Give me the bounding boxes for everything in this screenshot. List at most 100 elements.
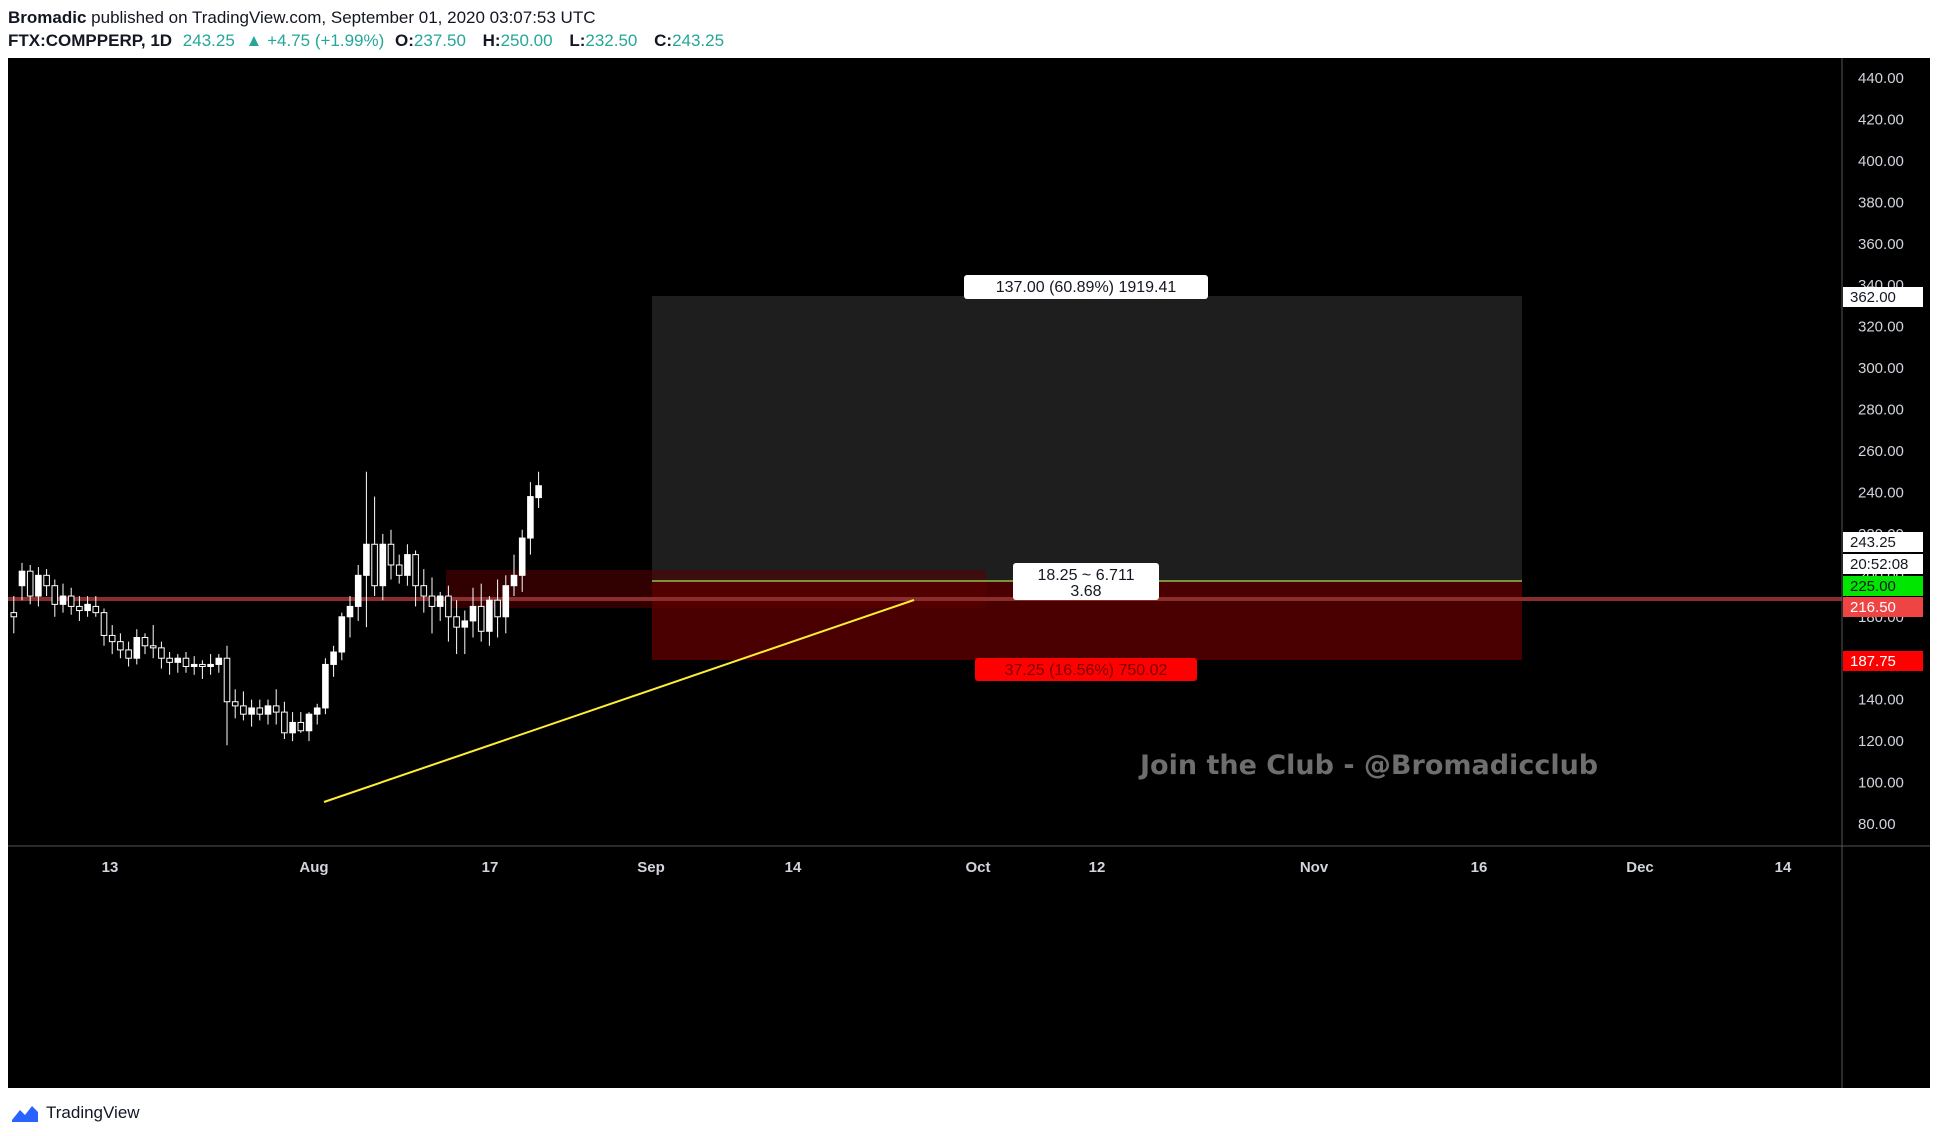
trend-line[interactable]: [323, 599, 915, 803]
candle-body[interactable]: [363, 543, 370, 576]
time-axis[interactable]: 13 Aug 17 Sep 14 Oct 12 Nov 16 Dec 14: [102, 859, 1792, 876]
entry-price-tag: 225.00: [1843, 576, 1923, 596]
risk-reward-box[interactable]: 18.25 ~ 6.711 3.68: [1013, 563, 1159, 600]
candle-body[interactable]: [330, 651, 337, 665]
candle-body[interactable]: [313, 707, 321, 715]
candle-body[interactable]: [494, 599, 501, 618]
price-tick-10: 280.00: [1858, 402, 1904, 419]
candle-body[interactable]: [412, 554, 419, 587]
risk-reward-line2: 3.68: [1070, 583, 1101, 600]
price-tick-9: 260.00: [1858, 443, 1904, 460]
chart-canvas[interactable]: 137.00 (60.89%) 1919.41 18.25 ~ 6.711 3.…: [8, 58, 1930, 1088]
candle-body[interactable]: [117, 641, 124, 651]
candle-body[interactable]: [100, 612, 108, 636]
candle-body[interactable]: [84, 603, 91, 612]
candle-body[interactable]: [67, 595, 75, 607]
symbol-label[interactable]: FTX:COMPPERP, 1D: [8, 31, 173, 50]
level-price-tag-text: 216.50: [1850, 599, 1896, 616]
candle-body[interactable]: [125, 649, 132, 659]
resistance-zone[interactable]: [446, 570, 986, 608]
candle-body[interactable]: [18, 570, 26, 587]
candle-body[interactable]: [272, 705, 280, 713]
time-tick-0: 13: [102, 859, 119, 876]
open-value: 237.50: [413, 31, 466, 50]
stop-label-box[interactable]: 37.25 (16.56%) 750.02: [975, 658, 1197, 681]
candle-body[interactable]: [510, 574, 518, 587]
candle-body[interactable]: [264, 705, 272, 715]
candle-body[interactable]: [453, 616, 460, 628]
time-tick-4: 14: [785, 859, 802, 876]
candle-body[interactable]: [231, 701, 239, 707]
price-axis[interactable]: 80.00100.00120.00140.00160.00180.00200.0…: [1858, 70, 1904, 833]
current-price-tag-text: 243.25: [1850, 534, 1896, 551]
candle-body[interactable]: [289, 721, 296, 734]
candle-body[interactable]: [256, 707, 264, 715]
candle-body[interactable]: [141, 637, 149, 647]
candle-body[interactable]: [346, 605, 354, 618]
candle-body[interactable]: [223, 657, 231, 703]
candle-body[interactable]: [518, 537, 526, 576]
candle-body[interactable]: [10, 612, 18, 618]
candle-body[interactable]: [59, 595, 67, 605]
candle-body[interactable]: [199, 663, 206, 668]
candle-body[interactable]: [428, 595, 436, 607]
candle-body[interactable]: [379, 543, 387, 587]
candle-body[interactable]: [158, 647, 165, 659]
candle-body[interactable]: [248, 707, 255, 715]
candle-body[interactable]: [133, 637, 141, 659]
candle-body[interactable]: [51, 585, 59, 605]
candle-body[interactable]: [149, 645, 157, 649]
candle-body[interactable]: [108, 634, 116, 643]
price-tick-18: 440.00: [1858, 70, 1904, 87]
candle-body[interactable]: [297, 721, 305, 732]
horizontal-level-line[interactable]: [8, 597, 1842, 601]
candle-body[interactable]: [338, 616, 346, 653]
price-tick-8: 240.00: [1858, 484, 1904, 501]
candle-body[interactable]: [92, 605, 100, 614]
candle-body[interactable]: [477, 605, 485, 632]
target-label-box[interactable]: 137.00 (60.89%) 1919.41: [964, 275, 1208, 299]
tradingview-logo-icon[interactable]: [10, 1102, 40, 1124]
current-price-tag: 243.25: [1843, 532, 1923, 552]
level-price-tag: 216.50: [1843, 597, 1923, 617]
candle-body[interactable]: [207, 663, 214, 668]
candle-body[interactable]: [461, 620, 469, 628]
time-tick-6: 12: [1089, 859, 1106, 876]
candle-body[interactable]: [215, 657, 223, 665]
candle-body[interactable]: [322, 663, 329, 709]
candle-body[interactable]: [35, 574, 42, 597]
candle-body[interactable]: [190, 663, 198, 668]
chart-area[interactable]: 137.00 (60.89%) 1919.41 18.25 ~ 6.711 3.…: [8, 58, 1930, 1088]
candle-body[interactable]: [76, 605, 83, 612]
candle-body[interactable]: [535, 485, 542, 499]
candle-body[interactable]: [420, 585, 428, 597]
candle-body[interactable]: [486, 599, 493, 632]
candle-body[interactable]: [445, 595, 452, 618]
candle-body[interactable]: [43, 574, 50, 587]
candle-body[interactable]: [354, 574, 362, 607]
candle-body[interactable]: [395, 564, 403, 576]
candle-body[interactable]: [387, 543, 395, 566]
candle-body[interactable]: [182, 657, 190, 668]
candle-body[interactable]: [281, 711, 288, 734]
candle-body[interactable]: [240, 705, 247, 715]
chart-header: Bromadic published on TradingView.com, S…: [8, 6, 736, 52]
candle-body[interactable]: [305, 713, 313, 732]
candle-body[interactable]: [502, 585, 510, 618]
footer-brand[interactable]: TradingView: [46, 1103, 140, 1122]
candle-body[interactable]: [166, 657, 173, 663]
target-zone[interactable]: [652, 296, 1522, 581]
candle-body[interactable]: [469, 605, 477, 622]
candle-body[interactable]: [174, 657, 182, 663]
candle-body[interactable]: [371, 543, 378, 587]
candle-body[interactable]: [436, 595, 444, 607]
candle-body[interactable]: [527, 496, 534, 539]
ohlc-legend: FTX:COMPPERP, 1D 243.25 ▲ +4.75 (+1.99%)…: [8, 29, 736, 52]
price-tick-0: 80.00: [1858, 816, 1896, 833]
candle-body[interactable]: [404, 554, 411, 576]
risk-reward-line1: 18.25 ~ 6.711: [1037, 567, 1134, 584]
price-tick-2: 120.00: [1858, 733, 1904, 750]
candle-body[interactable]: [26, 570, 34, 597]
author-name[interactable]: Bromadic: [8, 8, 87, 27]
price-tick-3: 140.00: [1858, 692, 1904, 709]
